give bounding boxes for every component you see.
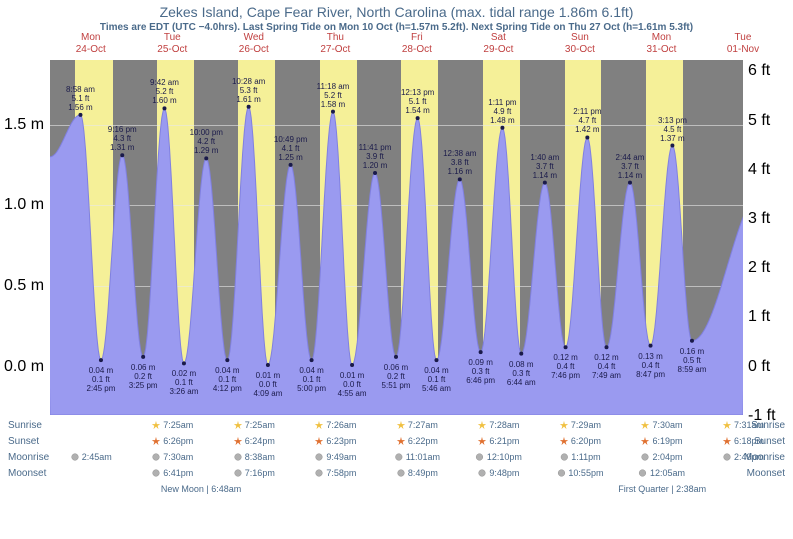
y-tick-left: 0.5 m <box>4 277 44 295</box>
date-header: Mon24-Oct <box>50 32 132 56</box>
low-tide-label: 0.04 m0.1 ft2:45 pm <box>87 366 116 393</box>
high-tide-label: 11:18 am5.2 ft1.58 m <box>317 82 350 109</box>
date-header: Fri28-Oct <box>376 32 458 56</box>
moonrise-cell: 2:04pm <box>640 452 682 462</box>
date-header: Mon31-Oct <box>621 32 703 56</box>
sunrise-cell: 7:25am <box>233 420 275 430</box>
high-tide-label: 2:44 am3.7 ft1.14 m <box>616 153 645 180</box>
date-header: Thu27-Oct <box>295 32 377 56</box>
moonrise-cell: 8:38am <box>233 452 275 462</box>
moonset-cell: 6:41pm <box>151 468 193 478</box>
sunrise-row: SunriseSunrise7:25am7:25am7:26am7:27am7:… <box>0 420 793 436</box>
sunrise-cell: 7:26am <box>314 420 356 430</box>
high-tide-label: 12:38 am3.8 ft1.16 m <box>443 149 476 176</box>
row-label: Sunrise <box>8 420 42 431</box>
low-tide-label: 0.13 m0.4 ft8:47 pm <box>636 352 665 379</box>
moonrise-cell: 9:49am <box>314 452 356 462</box>
moonrise-cell: 12:10pm <box>475 452 522 462</box>
low-tide-label: 0.04 m0.1 ft4:12 pm <box>213 366 242 393</box>
moon-phase-label: First Quarter | 2:38am <box>618 484 706 494</box>
high-tide-label: 8:58 am5.1 ft1.56 m <box>66 85 95 112</box>
moonset-cell: 7:58pm <box>314 468 356 478</box>
sun-moon-rows: SunriseSunrise7:25am7:25am7:26am7:27am7:… <box>0 420 793 500</box>
high-tide-label: 11:41 pm3.9 ft1.20 m <box>359 143 392 170</box>
moonrise-cell: 2:45am <box>70 452 112 462</box>
moonset-cell: 8:49pm <box>396 468 438 478</box>
sunrise-cell: 7:31am <box>722 420 764 430</box>
moonrise-cell: 2:49pm <box>722 452 764 462</box>
sunrise-cell: 7:27am <box>396 420 438 430</box>
date-header: Sun30-Oct <box>539 32 621 56</box>
sunset-cell: 6:24pm <box>233 436 275 446</box>
high-tide-label: 9:42 am5.2 ft1.60 m <box>150 78 179 105</box>
high-tide-label: 10:28 am5.3 ft1.61 m <box>232 77 265 104</box>
row-label: Moonset <box>747 468 785 479</box>
moonrise-cell: 11:01am <box>394 452 440 462</box>
sunset-row: SunsetSunset6:26pm6:24pm6:23pm6:22pm6:21… <box>0 436 793 452</box>
row-label: Moonset <box>8 468 46 479</box>
high-tide-label: 10:49 pm4.1 ft1.25 m <box>274 135 307 162</box>
low-tide-label: 0.12 m0.4 ft7:49 am <box>592 353 621 380</box>
moonset-cell: 12:05am <box>638 468 685 478</box>
tide-chart: Zekes Island, Cape Fear River, North Car… <box>0 0 793 539</box>
chart-title: Zekes Island, Cape Fear River, North Car… <box>0 0 793 20</box>
date-header: Tue01-Nov <box>702 32 784 56</box>
plot-area: 8:58 am5.1 ft1.56 m 0.04 m0.1 ft2:45 pm 9:… <box>50 60 743 415</box>
moonset-cell: 10:55pm <box>556 468 603 478</box>
low-tide-label: 0.12 m0.4 ft7:46 pm <box>551 353 580 380</box>
moonrise-cell: 1:11pm <box>559 452 600 462</box>
low-tide-label: 0.04 m0.1 ft5:46 am <box>422 366 451 393</box>
y-tick-right: 2 ft <box>748 259 788 277</box>
y-tick-right: 5 ft <box>748 112 788 130</box>
date-header: Sat29-Oct <box>458 32 540 56</box>
y-tick-right: 0 ft <box>748 358 788 376</box>
y-tick-left: 1.0 m <box>4 196 44 214</box>
low-tide-label: 0.09 m0.3 ft6:46 pm <box>466 358 495 385</box>
high-tide-label: 12:13 pm5.1 ft1.54 m <box>401 88 434 115</box>
high-tide-label: 10:00 pm4.2 ft1.29 m <box>190 128 223 155</box>
moonset-cell: 9:48pm <box>477 468 519 478</box>
moonrise-cell: 7:30am <box>151 452 193 462</box>
y-tick-right: 3 ft <box>748 210 788 228</box>
high-tide-label: 1:40 am3.7 ft1.14 m <box>530 153 559 180</box>
moonrise-row: MoonriseMoonrise2:45am7:30am8:38am9:49am… <box>0 452 793 468</box>
row-label: Sunset <box>8 436 39 447</box>
sunset-cell: 6:18pm <box>722 436 764 446</box>
low-tide-label: 0.08 m0.3 ft6:44 am <box>507 360 536 387</box>
low-tide-label: 0.04 m0.1 ft5:00 pm <box>297 366 326 393</box>
sunrise-cell: 7:29am <box>559 420 601 430</box>
date-header: Wed26-Oct <box>213 32 295 56</box>
sunset-cell: 6:22pm <box>396 436 438 446</box>
moonset-row: Moonset Moonset 6:41pm 7:16pm 7:58pm 8:49pm 9:… <box>0 468 793 484</box>
high-tide-label: 3:13 pm4.5 ft1.37 m <box>658 116 687 143</box>
row-label: Moonrise <box>8 452 49 463</box>
sunset-cell: 6:21pm <box>477 436 519 446</box>
date-header: Tue25-Oct <box>132 32 214 56</box>
low-tide-label: 0.02 m0.1 ft3:26 am <box>169 369 198 396</box>
sunset-cell: 6:26pm <box>151 436 193 446</box>
sunset-cell: 6:20pm <box>559 436 601 446</box>
y-tick-right: 4 ft <box>748 161 788 179</box>
high-tide-label: 2:11 pm4.7 ft1.42 m <box>573 107 601 134</box>
sunrise-cell: 7:25am <box>151 420 193 430</box>
sunset-cell: 6:19pm <box>640 436 682 446</box>
low-tide-label: 0.16 m0.5 ft8:59 am <box>678 347 707 374</box>
y-tick-left: 0.0 m <box>4 358 44 376</box>
moon-phase-label: New Moon | 6:48am <box>161 484 241 494</box>
low-tide-label: 0.01 m0.0 ft4:55 am <box>338 371 367 398</box>
sunrise-cell: 7:30am <box>640 420 682 430</box>
low-tide-label: 0.06 m0.2 ft5:51 pm <box>382 363 411 390</box>
high-tide-label: 1:11 pm4.9 ft1.48 m <box>488 98 516 125</box>
high-tide-label: 9:16 pm4.3 ft1.31 m <box>108 125 137 152</box>
y-tick-left: 1.5 m <box>4 116 44 134</box>
y-tick-right: 1 ft <box>748 308 788 326</box>
sunrise-cell: 7:28am <box>477 420 519 430</box>
low-tide-label: 0.01 m0.0 ft4:09 am <box>253 371 282 398</box>
sunset-cell: 6:23pm <box>314 436 356 446</box>
y-tick-right: 6 ft <box>748 62 788 80</box>
moonset-cell: 7:16pm <box>233 468 275 478</box>
low-tide-label: 0.06 m0.2 ft3:25 pm <box>129 363 158 390</box>
